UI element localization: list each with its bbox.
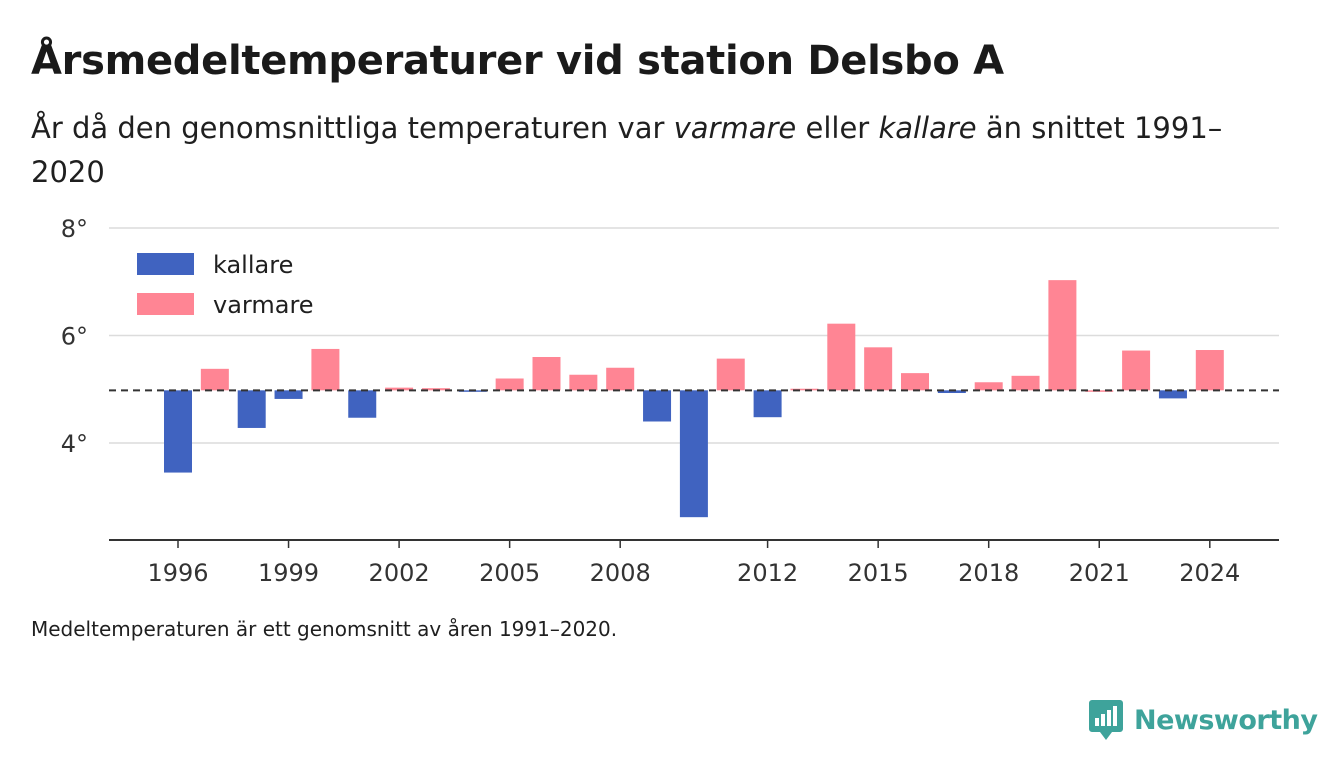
bar-2003 [421, 388, 450, 391]
x-tick-label-1996: 1996 [147, 559, 208, 587]
bar-2022 [1122, 350, 1151, 391]
bar-1996 [164, 390, 192, 473]
newsworthy-logo-icon [1089, 700, 1123, 740]
x-tick-label-2005: 2005 [479, 559, 540, 587]
chart-title: Årsmedeltemperaturer vid station Delsbo … [31, 38, 1004, 84]
subtitle-warm-word: varmare [673, 111, 797, 145]
subtitle-part1: År då den genomsnittliga temperaturen va… [31, 111, 674, 145]
bar-2012 [753, 390, 782, 418]
bar-2005 [495, 378, 524, 391]
x-tick-label-2015: 2015 [848, 559, 909, 587]
x-tick-label-1999: 1999 [258, 559, 319, 587]
footnote: Medeltemperaturen är ett genomsnitt av å… [31, 617, 618, 641]
y-tick-label-4: 4° [61, 430, 88, 458]
subtitle-part3: än snittet 1991–2020 [31, 111, 1223, 189]
bars [164, 280, 1224, 518]
bar-2006 [532, 357, 561, 391]
subtitle-cold-word: kallare [878, 111, 977, 145]
x-tick-label-2024: 2024 [1179, 559, 1240, 587]
legend-label-kallare: kallare [213, 251, 293, 279]
bar-2008 [606, 367, 635, 391]
bar-2009 [643, 390, 672, 422]
axes: 4° 6° 8° 1996 1999 2002 2005 2008 2012 2015 2018 20… [61, 215, 1279, 587]
brand-logo: Newsworthy [1088, 697, 1318, 743]
bar-1997 [200, 368, 229, 391]
legend-label-varmare: varmare [213, 291, 314, 319]
chart-subtitle: År då den genomsnittliga temperaturen va… [31, 106, 1251, 194]
bar-2015 [864, 347, 893, 391]
bar-2024 [1195, 350, 1224, 391]
legend-swatch-kallare [137, 253, 194, 275]
bar-2016 [901, 373, 929, 391]
bar-2007 [569, 374, 598, 391]
bar-2010 [679, 390, 708, 518]
bar-2018 [974, 382, 1003, 391]
bar-2000 [311, 348, 340, 391]
bar-2002 [385, 387, 414, 391]
bar-2001 [348, 390, 377, 418]
bar-2013 [790, 388, 819, 391]
x-tick-label-2008: 2008 [590, 559, 651, 587]
bar-1999 [274, 390, 303, 399]
bar-1998 [237, 390, 266, 428]
bar-2023 [1158, 390, 1187, 399]
legend: kallare varmare [137, 251, 314, 319]
bar-2017 [937, 390, 966, 394]
subtitle-part2: eller [796, 111, 879, 145]
x-tick-label-2002: 2002 [369, 559, 430, 587]
legend-swatch-varmare [137, 293, 194, 315]
bar-2019 [1011, 375, 1040, 391]
brand-name: Newsworthy [1134, 704, 1318, 736]
x-tick-label-2012: 2012 [737, 559, 798, 587]
bar-2014 [827, 323, 856, 391]
bar-2011 [716, 358, 745, 391]
x-tick-label-2018: 2018 [958, 559, 1019, 587]
bar-2020 [1048, 280, 1077, 391]
y-tick-label-8: 8° [61, 215, 88, 243]
x-tick-label-2021: 2021 [1069, 559, 1130, 587]
y-tick-label-6: 6° [61, 323, 88, 351]
bar-chart: 4° 6° 8° 1996 1999 2002 2005 2008 2012 2015 2018 20… [61, 215, 1279, 587]
